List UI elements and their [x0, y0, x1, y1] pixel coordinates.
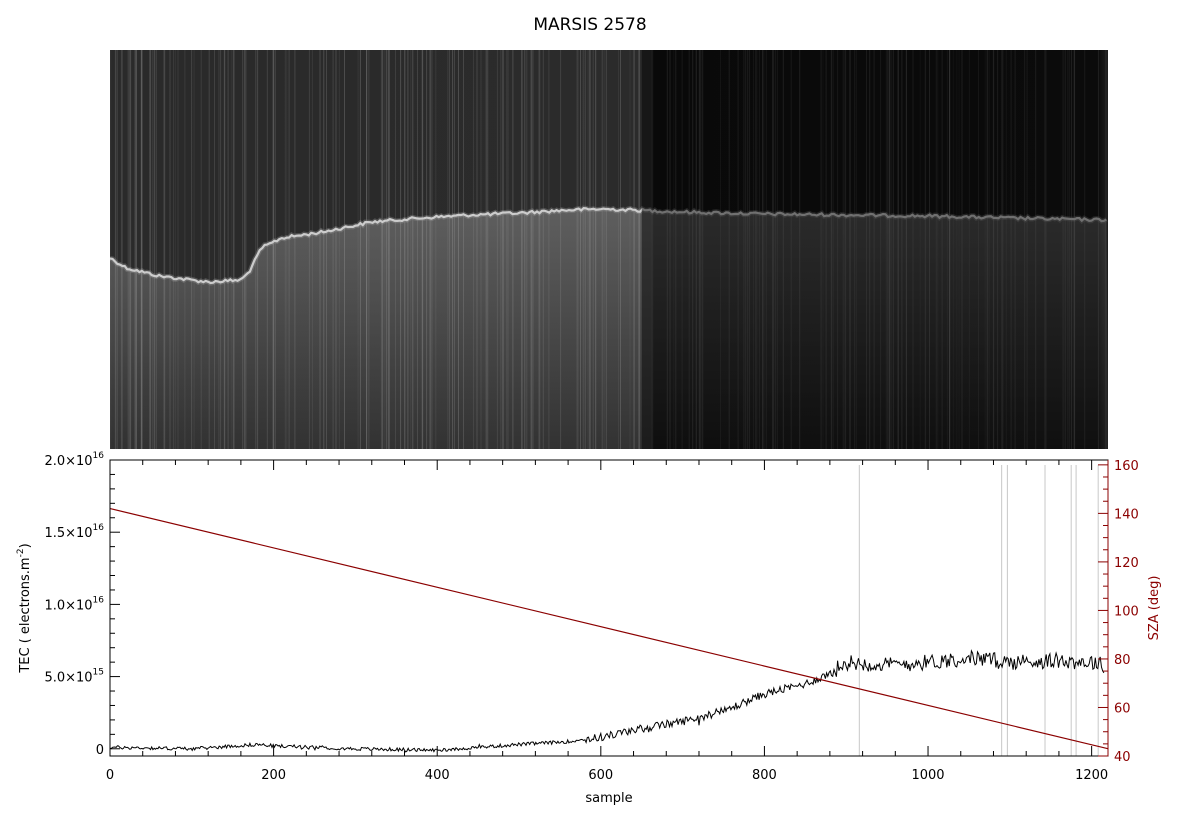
x-tick-label: 800: [752, 768, 777, 783]
y-right-tick-label: 100: [1114, 604, 1139, 619]
y-right-tick-label: 40: [1114, 750, 1131, 765]
x-tick-label: 600: [588, 768, 613, 783]
x-tick-label: 200: [261, 768, 286, 783]
sza-series-line: [110, 507, 1108, 750]
tec-sza-plot: 0 200 400 600 800 1000 1200 0 5.0×1015 1.0×1016 1…: [16, 451, 1162, 806]
left-axis-label-main: TEC ( electrons.m: [18, 557, 33, 673]
plot-frame: [109, 459, 1109, 757]
tec-series-line: [110, 649, 1105, 753]
radargram-surface-echo: [110, 206, 1107, 285]
y-right-tick-label: 120: [1114, 556, 1139, 571]
left-axis-ticks: 0 5.0×1015 1.0×1016 1.5×1016 2.0×1016: [44, 451, 120, 758]
x-axis-label: sample: [585, 791, 632, 806]
x-tick-label: 400: [425, 768, 450, 783]
x-tick-label: 1200: [1075, 768, 1108, 783]
y-left-tick-label: 1.5×1016: [44, 523, 104, 541]
y-left-tick-label: 2.0×1016: [44, 451, 104, 469]
y-left-tick-label: 0: [96, 743, 104, 758]
x-tick-label: 1000: [911, 768, 944, 783]
figure-title: MARSIS 2578: [533, 15, 646, 35]
y-left-tick-label: 5.0×1015: [44, 668, 104, 686]
right-axis-ticks: 40 60 80 100 120 140 160: [1098, 459, 1139, 765]
left-axis-label-suffix: ): [18, 543, 33, 548]
marker-lines: [858, 465, 1099, 756]
y-right-tick-label: 80: [1114, 653, 1131, 668]
radargram-dark-overlay: [641, 50, 1108, 449]
x-axis-ticks: 0 200 400 600 800 1000 1200: [106, 460, 1108, 783]
y-right-tick-label: 60: [1114, 701, 1131, 716]
right-axis-label: SZA (deg): [1147, 576, 1162, 641]
radargram-subsurface-clutter: [110, 208, 1108, 449]
radargram-surface-echo-glow: [110, 205, 1108, 286]
radargram: [110, 50, 1108, 449]
y-right-tick-label: 140: [1114, 507, 1139, 522]
left-axis-label-exponent: -2: [16, 548, 26, 557]
y-right-tick-label: 160: [1114, 459, 1139, 474]
left-axis-label: TEC ( electrons.m-2): [16, 543, 33, 673]
x-tick-label: 0: [106, 768, 114, 783]
y-left-tick-label: 1.0×1016: [44, 595, 104, 613]
